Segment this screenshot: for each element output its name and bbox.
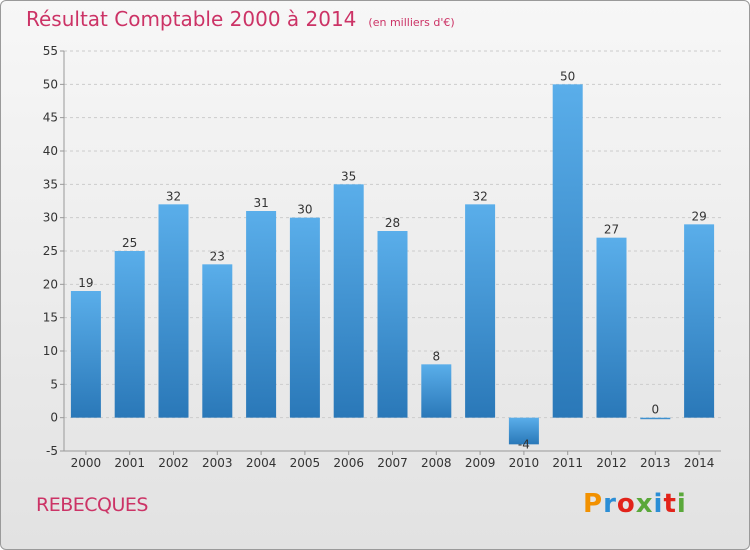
bar: [552, 84, 583, 418]
chart-title: Résultat Comptable 2000 à 2014: [26, 7, 357, 31]
logo-letter: x: [635, 489, 654, 519]
y-tick-label: 15: [43, 311, 58, 325]
y-tick-label: 5: [50, 377, 58, 391]
y-tick-label: 55: [43, 44, 58, 58]
y-tick-label: 30: [43, 211, 58, 225]
x-tick-label: 2006: [333, 456, 364, 470]
data-label: 50: [560, 69, 575, 83]
x-tick-label: 2005: [290, 456, 321, 470]
y-tick-label: -5: [46, 444, 58, 458]
x-tick-label: 2011: [552, 456, 583, 470]
bar: [640, 417, 671, 420]
x-tick-label: 2004: [246, 456, 277, 470]
bar: [684, 224, 715, 418]
x-tick-label: 2009: [465, 456, 496, 470]
y-tick-label: 0: [50, 411, 58, 425]
data-label: 0: [651, 403, 659, 417]
proxiti-logo: Proxiti: [583, 489, 687, 519]
x-tick-label: 2014: [684, 456, 715, 470]
logo-letter: i: [653, 489, 664, 519]
chart-subtitle: (en milliers d'€): [368, 16, 455, 29]
logo-letter: P: [583, 489, 604, 519]
x-tick-label: 2003: [202, 456, 233, 470]
y-tick-label: 50: [43, 77, 58, 91]
x-tick-label: 2013: [640, 456, 671, 470]
bar: [114, 251, 145, 418]
x-tick-label: 2007: [377, 456, 408, 470]
x-tick-label: 2010: [509, 456, 540, 470]
x-tick-label: 2008: [421, 456, 452, 470]
data-label: 32: [472, 189, 487, 203]
chart-title-block: Résultat Comptable 2000 à 2014 (en milli…: [26, 7, 455, 31]
commune-name: REBECQUES: [36, 494, 148, 516]
x-tick-label: 2012: [596, 456, 627, 470]
bar: [465, 204, 496, 418]
logo-letter: t: [663, 489, 677, 519]
bar: [246, 211, 277, 418]
bar: [596, 237, 627, 418]
bar: [158, 204, 189, 418]
bar: [421, 364, 452, 418]
y-tick-label: 25: [43, 244, 58, 258]
data-label: 8: [432, 349, 440, 363]
data-label: 32: [166, 189, 181, 203]
logo-letter: o: [616, 489, 636, 519]
bar: [70, 291, 101, 418]
x-tick-label: 2000: [71, 456, 102, 470]
data-label: 31: [253, 196, 268, 210]
y-tick-label: 35: [43, 177, 58, 191]
x-tick-label: 2002: [158, 456, 189, 470]
data-label: 19: [78, 276, 93, 290]
y-tick-label: 10: [43, 344, 58, 358]
data-label: -4: [518, 437, 530, 451]
logo-letter: r: [603, 489, 617, 519]
bar: [508, 417, 539, 445]
logo-letter: i: [676, 489, 687, 519]
data-label: 27: [604, 223, 619, 237]
y-tick-label: 45: [43, 111, 58, 125]
x-tick-label: 2001: [114, 456, 145, 470]
bar: [202, 264, 233, 418]
data-label: 29: [691, 209, 706, 223]
data-label: 35: [341, 169, 356, 183]
data-label: 28: [385, 216, 400, 230]
data-label: 23: [210, 249, 225, 263]
data-label: 30: [297, 203, 312, 217]
y-tick-label: 20: [43, 277, 58, 291]
bar: [289, 217, 320, 418]
bar: [333, 184, 364, 418]
bar: [377, 231, 408, 418]
y-tick-label: 40: [43, 144, 58, 158]
data-label: 25: [122, 236, 137, 250]
